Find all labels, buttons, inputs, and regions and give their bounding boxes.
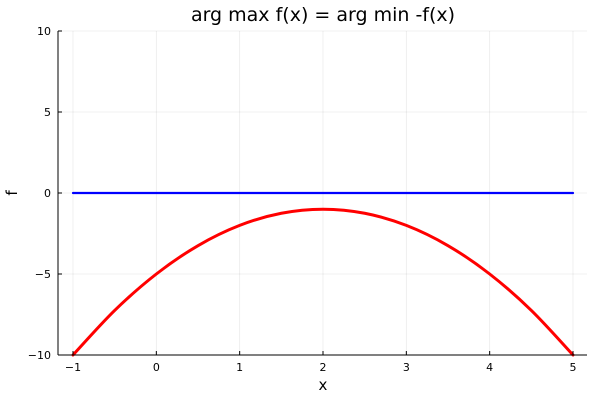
x-tick-label: −1 xyxy=(65,361,81,374)
x-tick-label: 2 xyxy=(320,361,327,374)
series-layer xyxy=(71,191,575,357)
y-tick-label: 0 xyxy=(44,187,51,200)
series-line-red xyxy=(71,207,575,357)
y-tick-label: −5 xyxy=(35,268,51,281)
x-tick-label: 0 xyxy=(153,361,160,374)
chart-title: arg max f(x) = arg min -f(x) xyxy=(191,4,455,26)
y-tick-label: 10 xyxy=(37,25,51,38)
axes xyxy=(57,30,587,356)
x-tick-label: 1 xyxy=(236,361,243,374)
x-tick-label: 3 xyxy=(403,361,410,374)
y-tick-label: −10 xyxy=(28,349,51,362)
x-tick-label: 4 xyxy=(486,361,493,374)
x-tick-label: 5 xyxy=(570,361,577,374)
y-tick-label: 5 xyxy=(44,106,51,119)
x-axis-label: x xyxy=(319,376,328,394)
y-axis-label: f xyxy=(3,190,21,196)
